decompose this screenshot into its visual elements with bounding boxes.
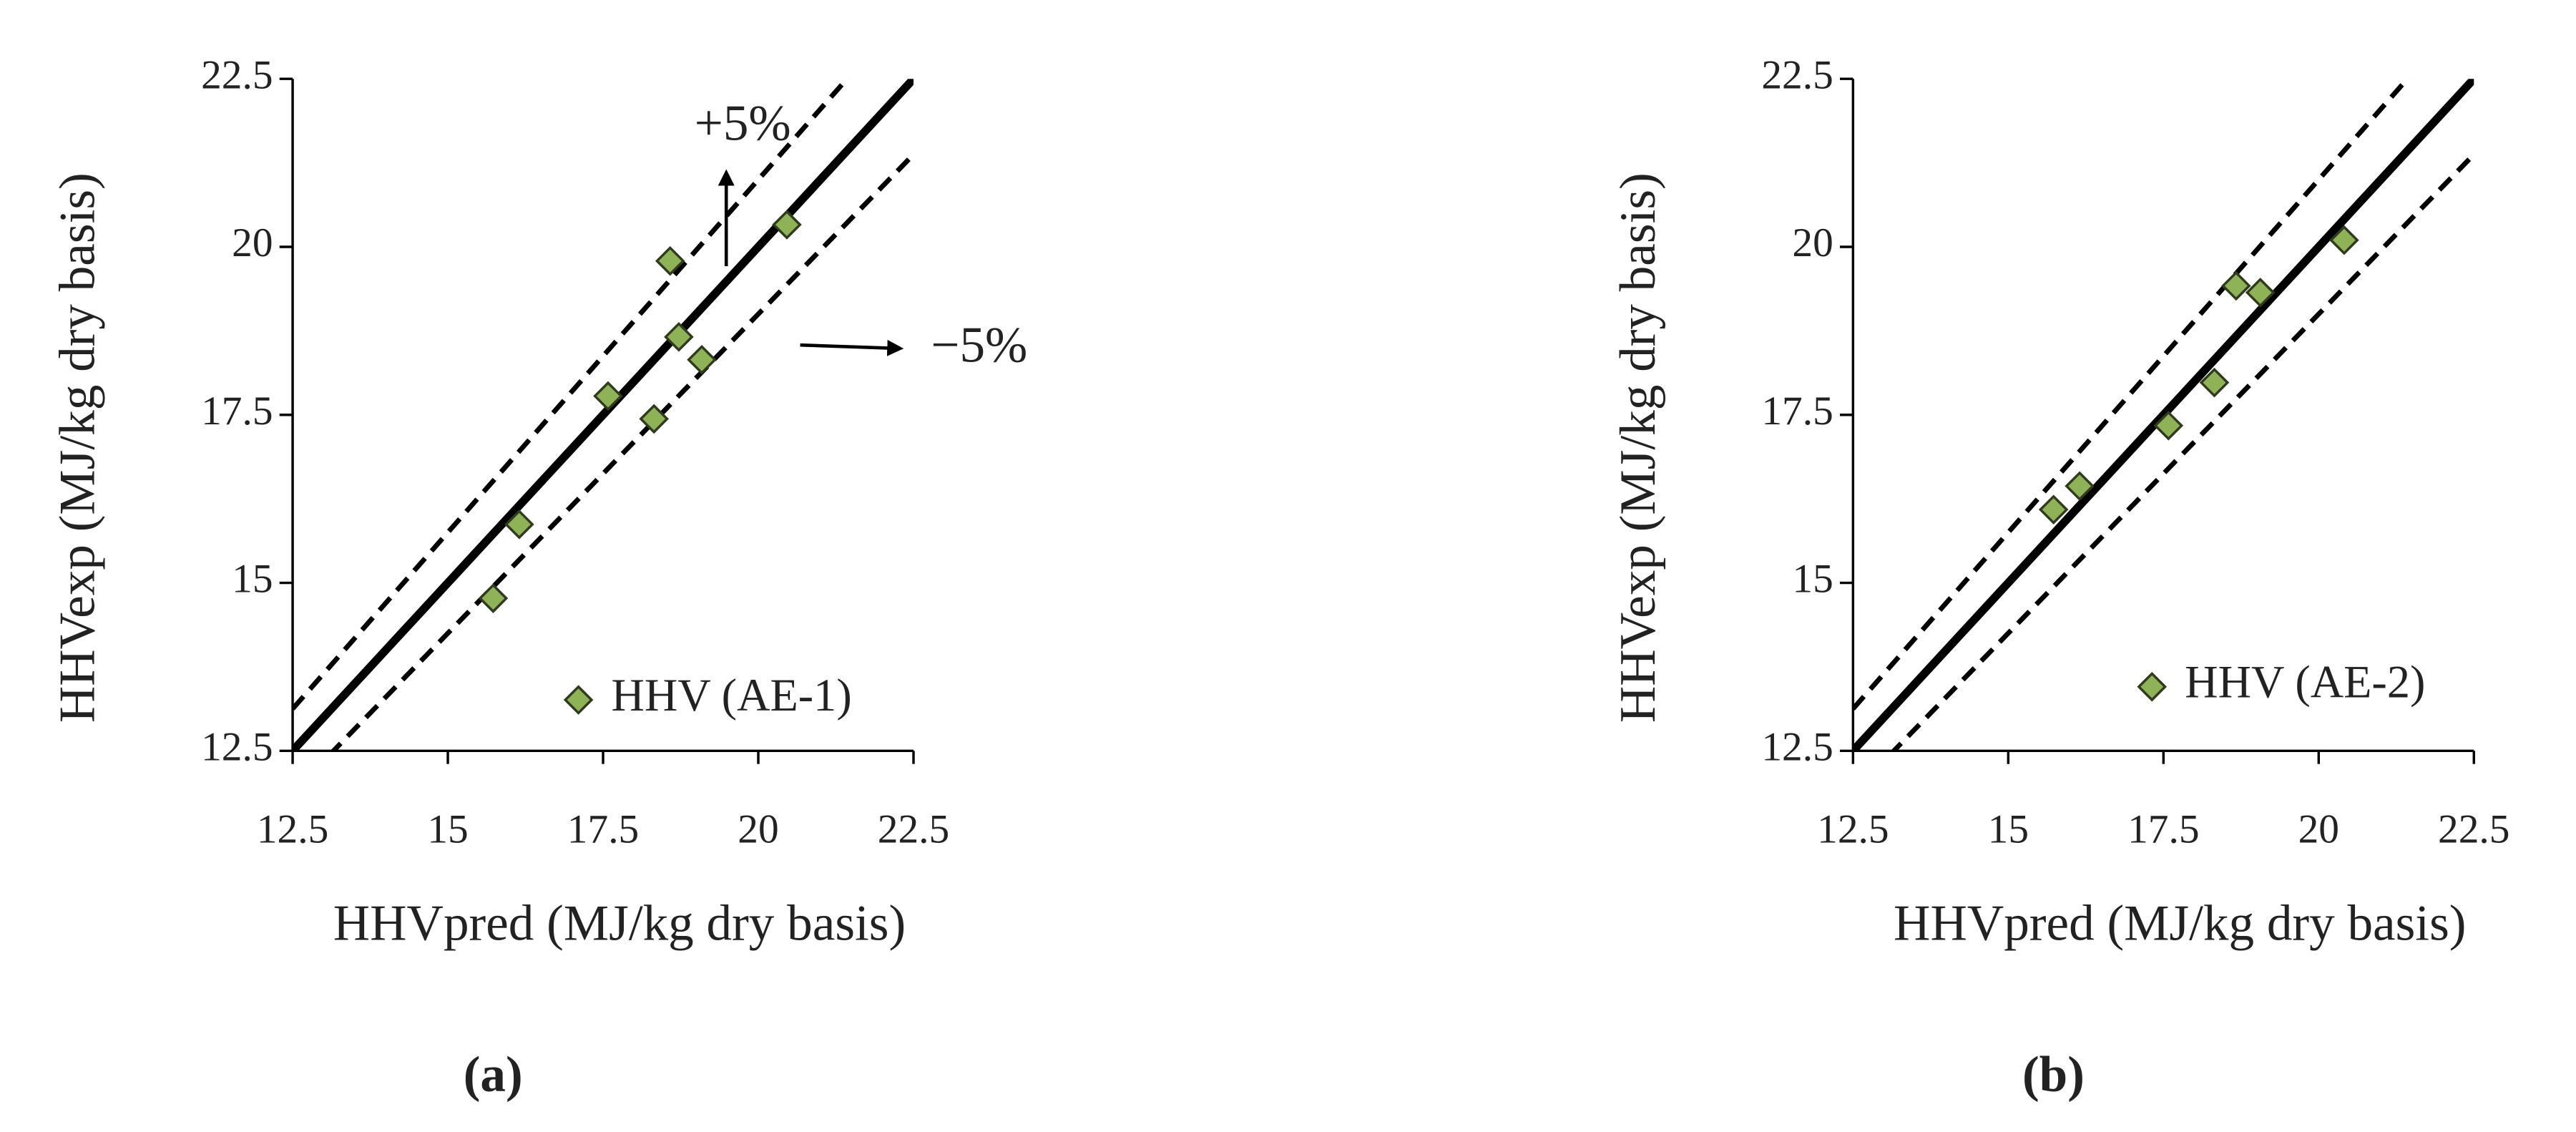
annotation-arrow	[800, 339, 904, 356]
annotation: −5%	[931, 317, 1027, 373]
data-point	[2329, 225, 2359, 255]
y-tick-label: 15	[1792, 557, 1833, 602]
x-tick-label: 15	[427, 806, 468, 852]
x-tick-label: 12.5	[1817, 806, 1889, 852]
y-tick-label: 20	[1792, 220, 1833, 265]
x-tick-label: 17.5	[567, 806, 639, 852]
data-point	[655, 245, 685, 276]
data-point	[2065, 471, 2095, 502]
y-tick-label: 22.5	[201, 52, 273, 97]
x-tick-label: 22.5	[878, 806, 949, 852]
tolerance-line	[293, 79, 851, 711]
x-axis-label: HHVpred (MJ/kg dry basis)	[333, 896, 906, 952]
data-point	[2221, 270, 2251, 301]
chart-panel: 12.5 15 17.5 20 22.5 12.5 15 17.5 20 22.5 HHVpred …	[1610, 52, 2510, 1103]
tolerance-line	[1890, 152, 2474, 751]
caption: (a)	[464, 1047, 523, 1103]
y-tick-label: 12.5	[201, 724, 273, 769]
x-tick-label: 17.5	[2127, 806, 2199, 852]
data-point	[478, 583, 509, 613]
x-axis-label: HHVpred (MJ/kg dry basis)	[1894, 896, 2466, 952]
chart-panel: 12.5 15 17.5 20 22.5 12.5 15 17.5 20 22.5 HHVpred …	[50, 52, 1028, 1103]
y-tick-label: 12.5	[1761, 724, 1833, 769]
x-tick-label: 20	[738, 806, 778, 852]
y-axis-label: HHVexp (MJ/kg dry basis)	[1610, 172, 1666, 723]
data-point	[2199, 367, 2230, 398]
annotation: +5%	[695, 95, 791, 151]
y-tick-label: 15	[232, 557, 273, 602]
identity-line	[293, 79, 914, 751]
caption: (b)	[2022, 1047, 2085, 1103]
data-point	[639, 404, 670, 434]
identity-line	[1853, 79, 2474, 751]
tolerance-line	[330, 152, 914, 751]
y-tick-label: 20	[232, 220, 273, 265]
x-tick-label: 22.5	[2438, 806, 2509, 852]
legend-marker	[2137, 671, 2168, 702]
data-point	[504, 509, 534, 540]
data-point	[687, 344, 717, 375]
reference-lines	[293, 79, 914, 751]
data-point	[2038, 494, 2069, 524]
data-point	[772, 210, 802, 240]
data-point	[2153, 410, 2184, 441]
legend-label: HHV (AE-2)	[2185, 657, 2425, 708]
x-tick-label: 20	[2298, 806, 2339, 852]
tolerance-line	[1853, 79, 2411, 711]
x-tick-label: 15	[1988, 806, 2029, 852]
data-point	[2245, 278, 2276, 308]
data-point	[593, 381, 623, 411]
y-tick-label: 22.5	[1761, 52, 1833, 97]
y-tick-label: 17.5	[201, 389, 273, 434]
legend-marker	[563, 685, 594, 715]
y-axis-label: HHVexp (MJ/kg dry basis)	[50, 172, 106, 723]
y-tick-label: 17.5	[1761, 389, 1833, 434]
data-point	[664, 322, 694, 352]
legend-label: HHV (AE-1)	[612, 670, 852, 721]
x-tick-label: 12.5	[257, 806, 328, 852]
reference-lines	[1853, 79, 2474, 751]
